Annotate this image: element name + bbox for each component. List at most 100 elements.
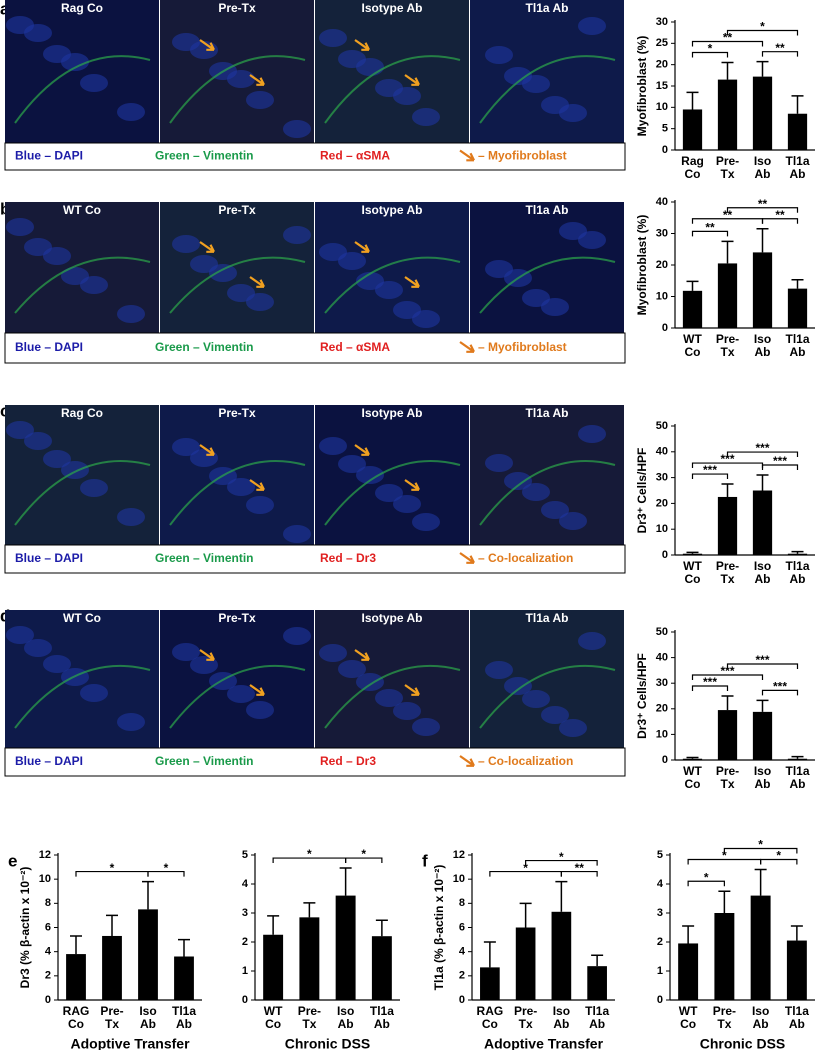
x-tick-label: Tx — [720, 345, 734, 359]
error-bar — [519, 902, 532, 928]
x-tick-label: Pre- — [716, 764, 739, 778]
nucleus — [283, 525, 311, 543]
arrow-icon — [249, 276, 265, 288]
significance-bracket — [560, 870, 598, 877]
x-tick-label: Tx — [302, 1017, 316, 1031]
bar — [752, 490, 773, 555]
y-axis-label: Dr3⁺ Cells/HPF — [635, 653, 649, 739]
bar — [682, 553, 703, 555]
x-tick-label: Tl1a — [172, 1004, 196, 1018]
x-tick-label: Tl1a — [785, 559, 809, 573]
nucleus — [246, 701, 274, 719]
x-tick-label: Pre- — [716, 559, 739, 573]
bar — [174, 956, 194, 1000]
nucleus — [6, 626, 34, 644]
x-tick-label: Ab — [790, 345, 806, 359]
nucleus — [522, 75, 550, 93]
y-tick-label: 0 — [459, 994, 465, 1006]
significance-label: ** — [775, 208, 785, 222]
nucleus — [6, 421, 34, 439]
y-axis-label: Tl1a (% β-actin x 10⁻²) — [432, 865, 446, 991]
significance-label: ** — [575, 861, 585, 875]
arrow-icon — [249, 74, 265, 86]
y-tick-label: 5 — [657, 849, 663, 861]
nucleus — [319, 437, 347, 455]
micrograph — [315, 610, 469, 748]
fiber — [14, 55, 151, 124]
image-label: WT Co — [63, 203, 101, 217]
legend-label: – Co-localization — [478, 754, 573, 768]
x-tick-label: Co — [685, 572, 701, 586]
bar — [138, 909, 158, 1000]
x-tick-label: Tl1a — [370, 1004, 394, 1018]
bar — [752, 76, 773, 150]
significance-bracket — [691, 51, 729, 58]
y-tick-label: 50 — [656, 420, 668, 432]
error-bar — [686, 91, 699, 110]
image-label: Pre-Tx — [218, 203, 256, 217]
bar — [717, 710, 738, 760]
x-tick-label: Ab — [790, 572, 806, 586]
y-tick-label: 30 — [656, 472, 668, 484]
x-tick-label: Iso — [754, 154, 771, 168]
y-tick-label: 0 — [242, 994, 248, 1006]
significance-label: ** — [705, 221, 715, 235]
bar — [786, 940, 807, 1000]
bar — [750, 895, 771, 1000]
x-tick-label: Rag — [681, 154, 704, 168]
y-tick-label: 10 — [656, 290, 668, 302]
x-tick-label: Tx — [717, 1017, 731, 1031]
nucleus — [80, 74, 108, 92]
y-tick-label: 2 — [459, 970, 465, 982]
x-tick-label: Co — [68, 1017, 84, 1031]
legend-label: – Myofibroblast — [478, 149, 567, 163]
bar — [714, 913, 735, 1000]
arrow-icon — [404, 276, 420, 288]
bar — [682, 290, 703, 328]
arrow-icon — [459, 552, 475, 564]
nucleus — [356, 272, 384, 290]
error-bar — [721, 240, 734, 264]
x-tick-label: RAG — [63, 1004, 90, 1018]
y-tick-label: 6 — [45, 921, 51, 933]
image-label: Tl1a Ab — [526, 1, 569, 15]
error-bar — [791, 550, 804, 554]
error-bar — [142, 880, 154, 910]
y-tick-label: 40 — [656, 652, 668, 664]
nucleus — [541, 501, 569, 519]
y-tick-label: 50 — [656, 626, 668, 638]
chart-title: Chronic DSS — [700, 1036, 786, 1050]
x-tick-label: Tx — [720, 167, 734, 181]
x-tick-label: Tx — [105, 1017, 119, 1031]
arrow-icon — [404, 74, 420, 86]
x-tick-label: WT — [679, 1004, 698, 1018]
x-tick-label: Pre- — [713, 1004, 736, 1018]
image-label: Tl1a Ab — [526, 406, 569, 420]
significance-bracket — [525, 859, 598, 866]
y-tick-label: 0 — [657, 994, 663, 1006]
x-tick-label: RAG — [477, 1004, 504, 1018]
legend-label: Green – Vimentin — [155, 149, 253, 163]
significance-bracket — [147, 870, 185, 877]
nucleus — [190, 255, 218, 273]
fiber — [479, 55, 616, 124]
nucleus — [578, 632, 606, 650]
x-tick-label: Tx — [720, 777, 734, 791]
nucleus — [227, 70, 255, 88]
nucleus — [24, 639, 52, 657]
y-tick-label: 30 — [656, 16, 668, 28]
significance-bracket — [761, 464, 799, 471]
panel-letter: f — [422, 851, 428, 870]
chart-title: Chronic DSS — [285, 1036, 371, 1050]
x-tick-label: Co — [265, 1017, 281, 1031]
nucleus — [393, 702, 421, 720]
x-tick-label: Ab — [140, 1017, 156, 1031]
nucleus — [172, 643, 200, 661]
nucleus — [43, 655, 71, 673]
bar — [787, 553, 808, 555]
nucleus — [356, 466, 384, 484]
legend-label: Blue – DAPI — [15, 340, 83, 354]
significance-bracket — [691, 40, 764, 47]
significance-label: *** — [720, 664, 734, 678]
micrograph — [315, 0, 469, 143]
